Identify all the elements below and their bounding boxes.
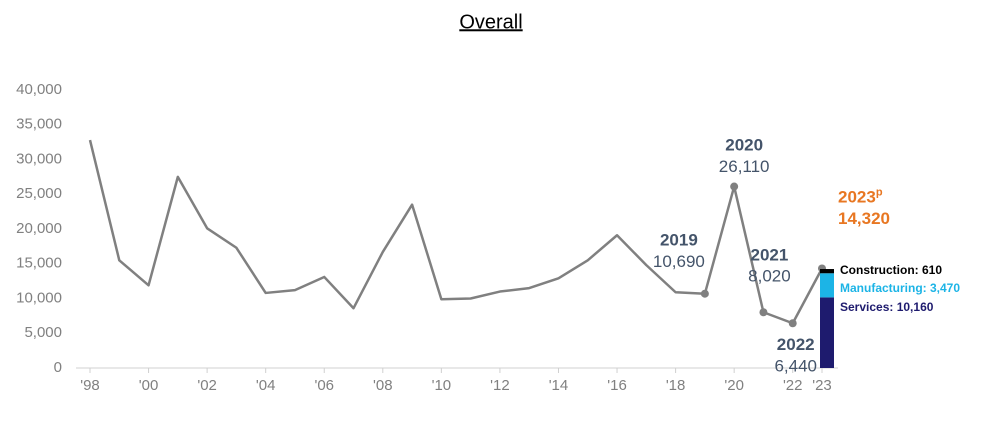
x-tick-label: '22 [783,377,803,394]
x-tick-label: '23 [812,377,832,394]
x-tick-label: '02 [197,377,217,394]
annotation-year: 2019 [660,231,698,250]
annotation-year: 2020 [725,136,763,155]
x-tick-label: '16 [607,377,627,394]
x-tick-label: '06 [314,377,334,394]
x-tick-label: '08 [373,377,393,394]
annotation-year-text: 2019 [660,231,698,250]
y-tick-label: 5,000 [24,324,62,341]
stack-segment [820,297,834,368]
stack-segment [820,273,834,298]
x-tick-label: '12 [490,377,510,394]
x-tick-label: '04 [256,377,276,394]
annotation-year-text: 2020 [725,136,763,155]
x-tick-label: '10 [432,377,452,394]
value-label: 8,020 [748,267,791,286]
x-tick-label: '18 [666,377,686,394]
point-marker [788,319,797,328]
y-tick-label: 10,000 [16,289,62,306]
value-label: 6,440 [774,357,817,376]
point-marker [700,289,709,298]
x-tick-label: '98 [80,377,100,394]
x-tick-label: '00 [139,377,159,394]
y-tick-label: 30,000 [16,150,62,167]
annotation-year-text: 2023 [838,188,876,207]
value-label: 10,690 [653,252,705,271]
stack-label: Manufacturing: 3,470 [840,281,960,295]
y-tick-label: 20,000 [16,220,62,237]
y-tick-label: 40,000 [16,81,62,98]
line [88,139,824,325]
stack-label: Construction: 610 [840,263,942,277]
x-tick-label: '20 [724,377,744,394]
annotation-year-text: 2022 [777,336,815,355]
y-tick-label: 0 [54,359,62,376]
x-tick-label: '14 [549,377,569,394]
annotation-year-text: 2021 [751,246,789,265]
annotation-year: 2023p [838,186,883,207]
provisional-mark: p [876,186,883,198]
annotation-year: 2021 [751,246,789,265]
stack-label: Services: 10,160 [840,300,934,314]
stack-segment [820,269,834,274]
point-marker [759,308,768,317]
chart-title: Overall [459,11,522,33]
y-tick-label: 25,000 [16,185,62,202]
y-tick-label: 15,000 [16,255,62,272]
point-marker [730,182,739,191]
value-label: 14,320 [838,209,890,228]
y-tick-label: 35,000 [16,116,62,133]
annotation-year: 2022 [777,336,815,355]
value-label: 26,110 [719,157,770,176]
